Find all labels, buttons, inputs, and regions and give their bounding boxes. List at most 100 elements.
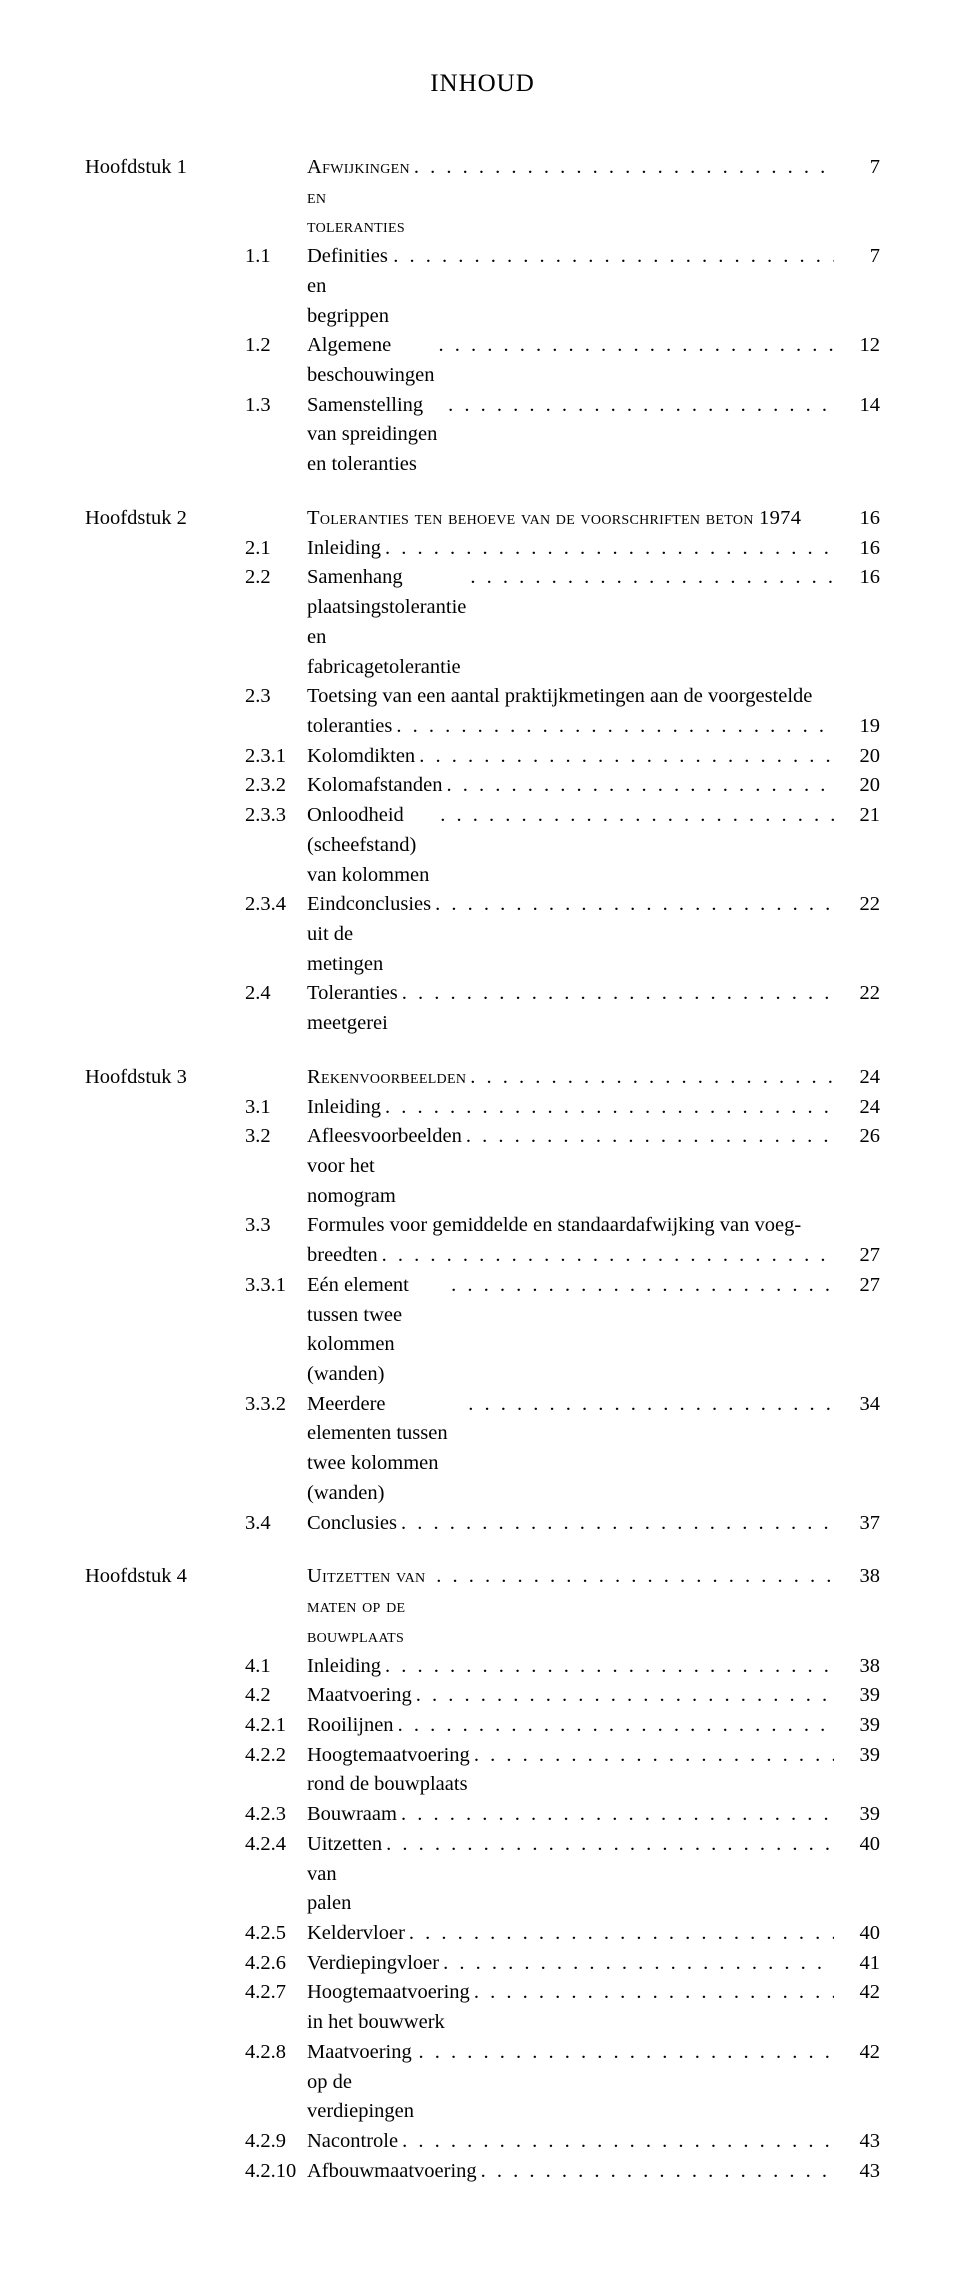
toc-section-number: 4.2.4 xyxy=(245,1830,307,1860)
toc-section-number: 3.4 xyxy=(245,1509,307,1539)
toc-row: breedten. . . . . . . . . . . . . . . . … xyxy=(85,1241,880,1271)
toc-entry-text: Uitzetten van palen xyxy=(307,1830,382,1919)
toc-row: Hoofdstuk 4 Uitzetten van maten op de bou… xyxy=(85,1562,880,1651)
toc-section-number: 2.3.3 xyxy=(245,801,307,831)
toc-entry-text: Afwijkingen en toleranties xyxy=(307,153,410,242)
toc-section-number: 2.4 xyxy=(245,979,307,1009)
toc-row: 2.1Inleiding. . . . . . . . . . . . . . … xyxy=(85,534,880,564)
toc-section-number: 1.2 xyxy=(245,331,307,361)
toc-text-col: Afbouwmaatvoering. . . . . . . . . . . .… xyxy=(307,2157,838,2187)
toc-row: Hoofdstuk 2Toleranties ten behoeve van d… xyxy=(85,504,880,534)
page-title: INHOUD xyxy=(85,70,880,98)
toc-section-number: 2.3.4 xyxy=(245,890,307,920)
toc-leader-dots: . . . . . . . . . . . . . . . . . . . . … xyxy=(402,2127,834,2157)
toc-leader-dots: . . . . . . . . . . . . . . . . . . . . … xyxy=(447,771,835,801)
toc-leader-dots: . . . . . . . . . . . . . . . . . . . . … xyxy=(385,534,834,564)
toc-section-number: 2.3.1 xyxy=(245,742,307,772)
toc-text-col: Kolomafstanden. . . . . . . . . . . . . … xyxy=(307,771,838,801)
toc-entry-text: Kolomdikten xyxy=(307,742,415,772)
toc-section-number: 1.1 xyxy=(245,242,307,272)
toc-text-col: Conclusies. . . . . . . . . . . . . . . … xyxy=(307,1509,838,1539)
toc-text-col: Samenhang plaatsingstolerantie en fabric… xyxy=(307,563,838,682)
toc-entry-text: Meerdere elementen tussen twee kolommen … xyxy=(307,1390,464,1509)
toc-page-number: 38 xyxy=(838,1652,880,1682)
toc-leader-dots: . . . . . . . . . . . . . . . . . . . . … xyxy=(398,1711,834,1741)
toc-page-number: 34 xyxy=(838,1390,880,1420)
toc-row: Hoofdstuk 3Rekenvoorbeelden. . . . . . .… xyxy=(85,1063,880,1093)
toc-row: 1.3Samenstelling van spreidingen en tole… xyxy=(85,391,880,480)
toc-row: 4.2.5Keldervloer. . . . . . . . . . . . … xyxy=(85,1919,880,1949)
toc-entry-text: Rekenvoorbeelden xyxy=(307,1063,466,1093)
toc-text-col: Meerdere elementen tussen twee kolommen … xyxy=(307,1390,838,1509)
toc-text-col: Hoogtemaatvoering rond de bouwplaats. . … xyxy=(307,1741,838,1800)
toc-text-col: toleranties. . . . . . . . . . . . . . .… xyxy=(307,712,838,742)
toc-leader-dots: . . . . . . . . . . . . . . . . . . . . … xyxy=(448,391,834,421)
toc-entry-text: Hoogtemaatvoering in het bouwwerk xyxy=(307,1978,470,2037)
toc-row: 2.2Samenhang plaatsingstolerantie en fab… xyxy=(85,563,880,682)
toc-entry-text: breedten xyxy=(307,1241,378,1271)
toc-text-col: Algemene beschouwingen. . . . . . . . . … xyxy=(307,331,838,390)
toc-row: 4.2Maatvoering. . . . . . . . . . . . . … xyxy=(85,1681,880,1711)
toc-leader-dots: . . . . . . . . . . . . . . . . . . . . … xyxy=(409,1919,834,1949)
toc-leader-dots: . . . . . . . . . . . . . . . . . . . . … xyxy=(385,1652,834,1682)
toc-entry-text: Uitzetten van maten op de bouwplaats xyxy=(307,1562,432,1651)
toc-leader-dots: . . . . . . . . . . . . . . . . . . . . … xyxy=(470,1063,834,1093)
toc-text-col: Afleesvoorbeelden voor het nomogram. . .… xyxy=(307,1122,838,1211)
toc-entry-text: Nacontrole xyxy=(307,2127,398,2157)
toc-section-number: 4.2.5 xyxy=(245,1919,307,1949)
toc-section-number: 3.2 xyxy=(245,1122,307,1152)
toc-leader-dots: . . . . . . . . . . . . . . . . . . . . … xyxy=(414,153,834,183)
toc-row: 2.3.2Kolomafstanden. . . . . . . . . . .… xyxy=(85,771,880,801)
toc-page-number: 16 xyxy=(838,563,880,593)
toc-chapter-label: Hoofdstuk 4 xyxy=(85,1562,245,1592)
toc-row: 4.2.4Uitzetten van palen. . . . . . . . … xyxy=(85,1830,880,1919)
toc-entry-text: Toleranties meetgerei xyxy=(307,979,398,1038)
toc-section-number: 2.1 xyxy=(245,534,307,564)
toc-leader-dots: . . . . . . . . . . . . . . . . . . . . … xyxy=(386,1830,834,1860)
toc-page-number: 14 xyxy=(838,391,880,421)
toc-text-col: Formules voor gemiddelde en standaardafw… xyxy=(307,1211,838,1241)
toc-section-number: 4.2.2 xyxy=(245,1741,307,1771)
toc-section-number: 4.2.3 xyxy=(245,1800,307,1830)
toc-row: toleranties. . . . . . . . . . . . . . .… xyxy=(85,712,880,742)
toc-text-col: Onloodheid (scheefstand) van kolommen. .… xyxy=(307,801,838,890)
toc-entry-text: Afleesvoorbeelden voor het nomogram xyxy=(307,1122,462,1211)
toc-block: Hoofdstuk 3Rekenvoorbeelden. . . . . . .… xyxy=(85,1063,880,1539)
toc-page-number: 43 xyxy=(838,2127,880,2157)
toc-section-number: 2.3.2 xyxy=(245,771,307,801)
toc-section-number: 3.1 xyxy=(245,1093,307,1123)
toc-row: 4.2.2Hoogtemaatvoering rond de bouwplaat… xyxy=(85,1741,880,1800)
toc-section-number: 4.2.10 xyxy=(245,2157,307,2187)
toc-row: 2.3.4Eindconclusies uit de metingen. . .… xyxy=(85,890,880,979)
toc-text-col: Inleiding. . . . . . . . . . . . . . . .… xyxy=(307,1652,838,1682)
toc-entry-text: Inleiding xyxy=(307,1093,381,1123)
toc-entry-text: Afbouwmaatvoering xyxy=(307,2157,477,2187)
toc-page-number: 16 xyxy=(838,504,880,534)
toc-page-number: 16 xyxy=(838,534,880,564)
toc-entry-text: Formules voor gemiddelde en standaardafw… xyxy=(307,1211,801,1241)
toc-text-col: Samenstelling van spreidingen en toleran… xyxy=(307,391,838,480)
toc-leader-dots: . . . . . . . . . . . . . . . . . . . . … xyxy=(440,801,834,831)
toc-page-number: 24 xyxy=(838,1093,880,1123)
toc-page-number: 27 xyxy=(838,1241,880,1271)
toc-block: Hoofdstuk 4 Uitzetten van maten op de bou… xyxy=(85,1562,880,2186)
toc-text-col: Toleranties ten behoeve van de voorschri… xyxy=(307,504,838,534)
toc-row: 4.2.8Maatvoering op de verdiepingen. . .… xyxy=(85,2038,880,2127)
toc-entry-text: Verdiepingvloer xyxy=(307,1949,439,1979)
toc-entry-text: Hoogtemaatvoering rond de bouwplaats xyxy=(307,1741,470,1800)
toc-leader-dots: . . . . . . . . . . . . . . . . . . . . … xyxy=(439,331,834,361)
toc-page-number: 7 xyxy=(838,242,880,272)
toc-block: Hoofdstuk 2Toleranties ten behoeve van d… xyxy=(85,504,880,1039)
toc-text-col: Eindconclusies uit de metingen. . . . . … xyxy=(307,890,838,979)
table-of-contents: Hoofdstuk 1Afwijkingen en toleranties. .… xyxy=(85,153,880,2186)
toc-leader-dots: . . . . . . . . . . . . . . . . . . . . … xyxy=(470,563,834,593)
toc-entry-text: Inleiding xyxy=(307,1652,381,1682)
toc-section-number: 4.2.8 xyxy=(245,2038,307,2068)
toc-leader-dots: . . . . . . . . . . . . . . . . . . . . … xyxy=(451,1271,834,1301)
toc-row: 2.3.1Kolomdikten. . . . . . . . . . . . … xyxy=(85,742,880,772)
toc-page-number: 37 xyxy=(838,1509,880,1539)
toc-row: 4.2.1Rooilijnen. . . . . . . . . . . . .… xyxy=(85,1711,880,1741)
toc-text-col: Eén element tussen twee kolommen (wanden… xyxy=(307,1271,838,1390)
toc-text-col: Rekenvoorbeelden. . . . . . . . . . . . … xyxy=(307,1063,838,1093)
toc-row: 3.1Inleiding. . . . . . . . . . . . . . … xyxy=(85,1093,880,1123)
